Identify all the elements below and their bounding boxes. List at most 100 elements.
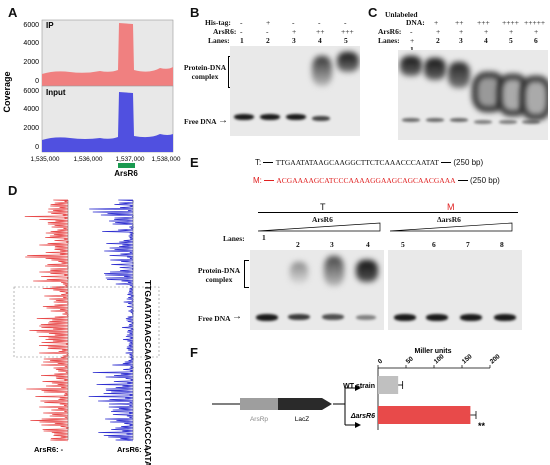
- b-lane-3: 3: [292, 36, 296, 45]
- xtick-1536000: 1,536,000: [74, 156, 103, 163]
- arsr6-gene-box: [118, 163, 135, 168]
- c-lanes-label: Lanes:: [378, 36, 400, 45]
- e-lane-2: 2: [296, 240, 300, 249]
- strain-label-1: ΔarsR6: [350, 413, 375, 420]
- b-lane-5: 5: [344, 36, 348, 45]
- f-tick-200: 200: [489, 353, 502, 366]
- b-lane-4: 4: [318, 36, 322, 45]
- gel-e-t: [250, 250, 384, 330]
- e-tri-t-label: ArsR6: [312, 215, 333, 224]
- lacz-label: LacZ: [295, 416, 309, 423]
- input-ytick-2000: 2000: [23, 125, 39, 132]
- c-dna-5: ++++: [502, 18, 519, 27]
- c-arsr6-label: ArsR6:: [378, 27, 402, 36]
- arsrp-promoter-box: [240, 398, 278, 410]
- f-title: Miller units: [415, 348, 452, 355]
- f-tick-50: 50: [405, 355, 415, 365]
- c-arsr-4: +: [484, 27, 489, 36]
- footprint-trace-minus: [24, 199, 70, 442]
- b-free-dna-arrow: →: [218, 115, 228, 126]
- c-dna-6: +++++: [524, 18, 546, 27]
- bar-arsr6-mutant: [378, 406, 471, 424]
- e-lane-5: 5: [401, 240, 405, 249]
- c-dna-label: DNA:: [406, 18, 425, 27]
- ip-ytick-6000: 6000: [23, 22, 39, 29]
- ip-coverage-area: [42, 23, 173, 86]
- strain-label-0: WT strain: [343, 383, 375, 390]
- e-free-dna-arrow: →: [232, 311, 242, 322]
- f-bars: WT strain ΔarsR6: [343, 376, 477, 424]
- c-arsr-3: +: [459, 27, 464, 36]
- input-ytick-6000: 6000: [23, 88, 39, 95]
- b-arsr6-label: ArsR6:: [213, 27, 237, 36]
- b-arsr-1: -: [240, 27, 243, 36]
- b-arsr-2: -: [266, 27, 269, 36]
- xtick-1537000: 1,537,000: [116, 156, 145, 163]
- sig-stars: **: [478, 421, 486, 431]
- b-lane-1: 1: [240, 36, 244, 45]
- b-his-2: +: [266, 18, 271, 27]
- gel-c: [398, 50, 548, 140]
- c-arsr-5: +: [509, 27, 514, 36]
- e-lane-3: 3: [330, 240, 334, 249]
- panel-f-label: F: [190, 345, 198, 360]
- ip-ytick-2000: 2000: [23, 59, 39, 66]
- e-lane-8: 8: [500, 240, 504, 249]
- input-coverage-area: [42, 92, 173, 152]
- e-lane-4: 4: [366, 240, 370, 249]
- b-lane-2: 2: [266, 36, 270, 45]
- c-lane-5: 5: [509, 36, 513, 45]
- b-arsr-3: +: [292, 27, 297, 36]
- footprint-sequence: TTGAATATAAGCAAGGCTTCTCAAACCCAATAT: [143, 280, 153, 465]
- b-lanes-label: Lanes:: [208, 36, 230, 45]
- b-histag-label: His-tag:: [205, 18, 231, 27]
- c-lane-2: 2: [436, 36, 440, 45]
- e-complex-label: Protein-DNA complex: [197, 266, 241, 284]
- e-m-label: M:: [253, 176, 262, 185]
- b-free-dna-label: Free DNA: [184, 117, 217, 126]
- e-t-label: T:: [255, 158, 262, 167]
- e-tri-m-label: ΔarsR6: [437, 215, 461, 224]
- e-lanes-label: Lanes:: [223, 234, 245, 243]
- xtick-1538000: 1,538,000: [152, 156, 181, 163]
- lacz-reporter-arrow: [278, 398, 332, 410]
- e-m-sequence: ACGAAAAGCATCCCAAAAGGAAGCAGCAACGAAA: [276, 176, 456, 185]
- panel-d-label: D: [8, 183, 18, 198]
- e-free-dna-label: Free DNA: [198, 314, 231, 323]
- c-dna-1: -: [410, 27, 413, 36]
- xtick-1535000: 1,535,000: [31, 156, 60, 163]
- panel-d-footprint: TTGAATATAAGCAAGGCTTCTCAAACCCAATAT ArsR6:…: [13, 199, 160, 465]
- ip-label: IP: [46, 21, 54, 30]
- footprint-region-box: [13, 286, 160, 358]
- b-arsr-4: ++: [316, 27, 325, 36]
- c-dna-4: +++: [477, 18, 490, 27]
- e-gel-t-title: T: [320, 202, 326, 212]
- c-arsr-6: +: [534, 27, 539, 36]
- c-arsr-1: +: [410, 36, 415, 45]
- gel-b: [230, 46, 360, 136]
- b-arsr-5: +++: [341, 27, 354, 36]
- e-complex-bracket: [244, 260, 249, 288]
- b-his-1: -: [240, 18, 243, 27]
- arsrp-label: ArsRp: [250, 416, 268, 423]
- e-triangles: [257, 222, 513, 232]
- e-seq-t-row: T: TTGAATATAAGCAAGGCTTCTCAAACCCAATAT (25…: [255, 158, 483, 167]
- c-dna-2: +: [434, 18, 439, 27]
- b-his-4: -: [318, 18, 321, 27]
- panel-e-label: E: [190, 155, 199, 170]
- gel-e-m: [388, 250, 522, 330]
- ip-ytick-4000: 4000: [23, 40, 39, 47]
- input-ytick-0: 0: [35, 144, 39, 151]
- e-m-length: (250 bp): [470, 176, 500, 185]
- e-seq-m-row: M: ACGAAAAGCATCCCAAAAGGAAGCAGCAACGAAA (2…: [253, 176, 500, 185]
- c-dna-3: ++: [455, 18, 464, 27]
- b-his-3: -: [292, 18, 295, 27]
- footprint-label-minus: ArsR6: -: [34, 445, 64, 454]
- footprint-trace-plus: [88, 199, 135, 442]
- input-label: Input: [46, 88, 66, 97]
- panel-a-label: A: [8, 5, 18, 20]
- panel-a-chart: Coverage IP Input 6000 4000 2000 0 6000 …: [2, 19, 181, 178]
- bar-wt: [378, 376, 399, 394]
- b-his-5: -: [344, 18, 347, 27]
